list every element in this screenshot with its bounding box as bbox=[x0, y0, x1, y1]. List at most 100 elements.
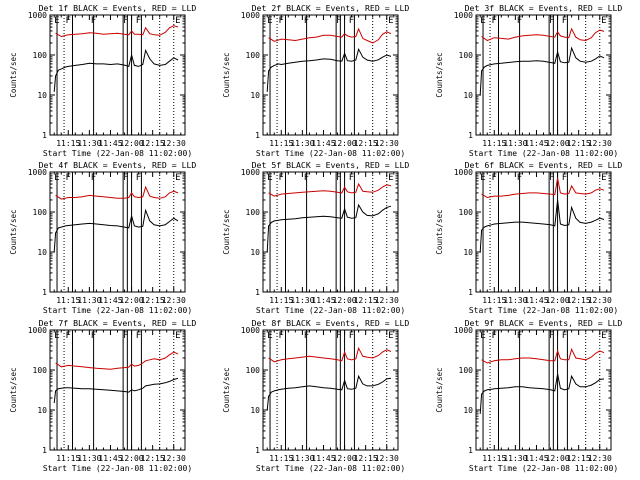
x-tick-label: 11:30 bbox=[77, 454, 101, 463]
y-axis-label: Counts/sec bbox=[435, 52, 444, 97]
x-tick-label: 12:15 bbox=[567, 296, 591, 305]
series-events-line bbox=[479, 46, 605, 96]
x-tick-label: 11:15 bbox=[482, 454, 506, 463]
x-tick-label: 11:45 bbox=[524, 139, 548, 148]
series-events-line bbox=[266, 203, 392, 253]
y-tick-label: 100 bbox=[33, 51, 48, 60]
marker-letter: F bbox=[91, 173, 96, 183]
x-tick-label: 12:30 bbox=[375, 296, 399, 305]
y-tick-label: 100 bbox=[33, 208, 48, 217]
y-tick-label: 1 bbox=[255, 131, 260, 140]
series-events-line bbox=[479, 373, 605, 414]
x-tick-label: 11:15 bbox=[269, 139, 293, 148]
marker-letter: E bbox=[175, 16, 180, 26]
marker-letter: F bbox=[123, 173, 128, 183]
y-tick-label: 10 bbox=[463, 248, 473, 257]
x-tick-label: 12:30 bbox=[375, 454, 399, 463]
series-lld-line bbox=[55, 25, 179, 38]
y-tick-label: 1000 bbox=[241, 11, 260, 20]
x-tick-label: 12:15 bbox=[141, 139, 165, 148]
marker-letter: F bbox=[491, 173, 496, 183]
marker-letter: E bbox=[480, 331, 485, 341]
series-events-line bbox=[479, 199, 605, 253]
y-tick-label: 1000 bbox=[454, 168, 473, 177]
x-tick-label: 11:30 bbox=[290, 139, 314, 148]
x-axis-label: Start Time (22-Jan-08 11:02:00) bbox=[43, 149, 192, 158]
x-tick-label: 12:15 bbox=[354, 139, 378, 148]
chart-title: Det 9f BLACK = Events, RED = LLD bbox=[465, 318, 623, 328]
x-axis-label: Start Time (22-Jan-08 11:02:00) bbox=[469, 464, 618, 473]
marker-letter: F bbox=[562, 173, 567, 183]
x-tick-label: 11:15 bbox=[56, 139, 80, 148]
y-tick-label: 10 bbox=[250, 91, 260, 100]
y-tick-label: 1000 bbox=[241, 326, 260, 335]
chart-title: Det 1f BLACK = Events, RED = LLD bbox=[39, 3, 197, 13]
x-tick-label: 12:15 bbox=[354, 296, 378, 305]
y-tick-label: 10 bbox=[463, 406, 473, 415]
series-events-line bbox=[266, 374, 392, 411]
x-tick-label: 11:30 bbox=[77, 139, 101, 148]
x-tick-label: 12:00 bbox=[333, 454, 357, 463]
marker-letter: F bbox=[549, 173, 554, 183]
marker-letter: F bbox=[136, 16, 141, 26]
series-lld-line bbox=[55, 185, 179, 200]
x-tick-label: 12:00 bbox=[546, 454, 570, 463]
marker-letter: F bbox=[304, 331, 309, 341]
y-tick-label: 1000 bbox=[454, 11, 473, 20]
marker-letter: F bbox=[517, 16, 522, 26]
marker-letter: F bbox=[491, 16, 496, 26]
chart-title: Det 8f BLACK = Events, RED = LLD bbox=[252, 318, 410, 328]
marker-letter: F bbox=[336, 173, 341, 183]
x-tick-label: 11:15 bbox=[56, 296, 80, 305]
y-tick-label: 10 bbox=[250, 248, 260, 257]
x-tick-label: 11:45 bbox=[524, 296, 548, 305]
x-tick-label: 11:45 bbox=[524, 454, 548, 463]
x-tick-label: 11:15 bbox=[269, 454, 293, 463]
marker-letter: E bbox=[388, 331, 393, 341]
marker-letter: E bbox=[54, 173, 59, 183]
marker-letter: E bbox=[175, 173, 180, 183]
y-tick-label: 1 bbox=[468, 288, 473, 297]
x-tick-label: 11:30 bbox=[290, 454, 314, 463]
x-axis-label: Start Time (22-Jan-08 11:02:00) bbox=[43, 464, 192, 473]
x-tick-label: 12:15 bbox=[141, 454, 165, 463]
marker-letter: E bbox=[267, 331, 272, 341]
series-events-line bbox=[53, 48, 179, 92]
x-tick-label: 12:00 bbox=[333, 139, 357, 148]
x-tick-label: 12:15 bbox=[354, 454, 378, 463]
y-tick-label: 10 bbox=[37, 248, 47, 257]
marker-letter: F bbox=[278, 16, 283, 26]
marker-letter: E bbox=[601, 331, 606, 341]
x-tick-label: 11:45 bbox=[98, 296, 122, 305]
y-tick-label: 10 bbox=[37, 406, 47, 415]
x-tick-label: 11:30 bbox=[503, 454, 527, 463]
x-axis-label: Start Time (22-Jan-08 11:02:00) bbox=[256, 306, 405, 315]
y-tick-label: 100 bbox=[459, 366, 474, 375]
marker-letter: F bbox=[517, 331, 522, 341]
marker-letter: E bbox=[175, 331, 180, 341]
x-tick-label: 12:00 bbox=[120, 139, 144, 148]
marker-letter: F bbox=[304, 16, 309, 26]
y-tick-label: 10 bbox=[463, 91, 473, 100]
x-tick-label: 11:15 bbox=[482, 296, 506, 305]
y-tick-label: 100 bbox=[459, 51, 474, 60]
x-tick-label: 11:45 bbox=[311, 454, 335, 463]
y-tick-label: 1 bbox=[255, 288, 260, 297]
x-tick-label: 11:45 bbox=[311, 296, 335, 305]
x-tick-label: 11:45 bbox=[98, 454, 122, 463]
x-tick-label: 12:30 bbox=[162, 296, 186, 305]
series-events-line bbox=[266, 47, 392, 92]
chart-title: Det 2f BLACK = Events, RED = LLD bbox=[252, 3, 410, 13]
y-tick-label: 100 bbox=[246, 51, 261, 60]
x-tick-label: 12:30 bbox=[162, 454, 186, 463]
series-lld-line bbox=[481, 347, 605, 364]
y-tick-label: 1000 bbox=[28, 326, 47, 335]
x-tick-label: 11:30 bbox=[290, 296, 314, 305]
y-axis-label: Counts/sec bbox=[435, 367, 444, 412]
marker-letter: F bbox=[491, 331, 496, 341]
